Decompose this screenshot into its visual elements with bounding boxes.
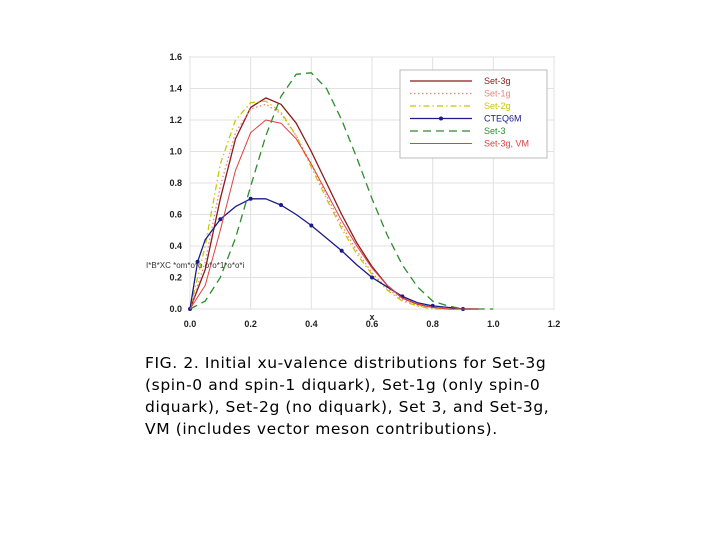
y-tick-label: 0.4 xyxy=(169,241,182,251)
x-tick-label: 0.6 xyxy=(366,319,379,329)
caption-line-4: VM (includes vector meson contributions)… xyxy=(145,420,498,438)
y-tick-label: 0.0 xyxy=(169,304,182,314)
x-tick-label: 0.4 xyxy=(305,319,318,329)
legend-label-set-2g: Set-2g xyxy=(484,101,511,111)
legend-label-set-3g-vm: Set-3g, VM xyxy=(484,139,529,149)
y-tick-label: 1.6 xyxy=(169,52,182,62)
legend-label-set-3g: Set-3g xyxy=(484,76,511,86)
caption-line-1: FIG. 2. Initial xu-valence distributions… xyxy=(145,354,547,372)
x-tick-label: 0.8 xyxy=(426,319,439,329)
legend: Set-3g Set-1g Set-2g CTEQ6M Set-3 Set-3g, VM xyxy=(399,69,548,159)
x-tick-label: 1.2 xyxy=(548,319,561,329)
y-tick-label: 0.2 xyxy=(169,273,182,283)
y-tick-label: 1.4 xyxy=(169,84,182,94)
x-axis-label: x xyxy=(369,312,374,322)
legend-label-cteq6m: CTEQ6M xyxy=(484,114,522,124)
data-point-cteq6m xyxy=(248,196,253,201)
legend-label-set-3: Set-3 xyxy=(484,126,506,136)
series-line-set-2g xyxy=(189,100,479,310)
data-point-cteq6m xyxy=(195,259,200,264)
y-tick-label: 1.0 xyxy=(169,147,182,157)
data-point-cteq6m xyxy=(279,203,283,208)
y-tick-label: 0.6 xyxy=(169,210,182,220)
y-tick-label: 1.2 xyxy=(169,115,182,125)
tick-labels: 0.0 0.2 0.4 0.6 0.8 1.0 1.2 0.0 0.2 0.4 0.6 0.8 1.0 1… xyxy=(169,52,560,329)
caption-line-3: diquark), Set-2g (no diquark), Set 3, an… xyxy=(145,398,550,416)
y-tick-label: 0.8 xyxy=(169,178,182,188)
data-point-cteq6m xyxy=(309,223,314,228)
series-line-cteq6m xyxy=(189,198,479,310)
data-point-cteq6m xyxy=(339,248,344,253)
y-axis-label-garbled: I*B*XC *om*o*o o*o*1*o*o*i xyxy=(146,261,245,270)
x-tick-label: 0.2 xyxy=(244,319,257,329)
series-line-set-3g-vm xyxy=(189,119,479,310)
caption-line-2: (spin-0 and spin-1 diquark), Set-1g (onl… xyxy=(145,376,541,394)
series-line-set-3 xyxy=(189,72,494,310)
data-point-cteq6m xyxy=(370,275,374,280)
data-point-cteq6m xyxy=(218,217,223,222)
legend-marker-cteq6m xyxy=(439,116,443,121)
series-layer xyxy=(188,72,494,311)
figure-caption: FIG. 2. Initial xu-valence distributions… xyxy=(145,352,615,440)
legend-label-set-1g: Set-1g xyxy=(484,89,511,99)
x-tick-label: 0.0 xyxy=(184,319,197,329)
x-tick-label: 1.0 xyxy=(487,319,500,329)
